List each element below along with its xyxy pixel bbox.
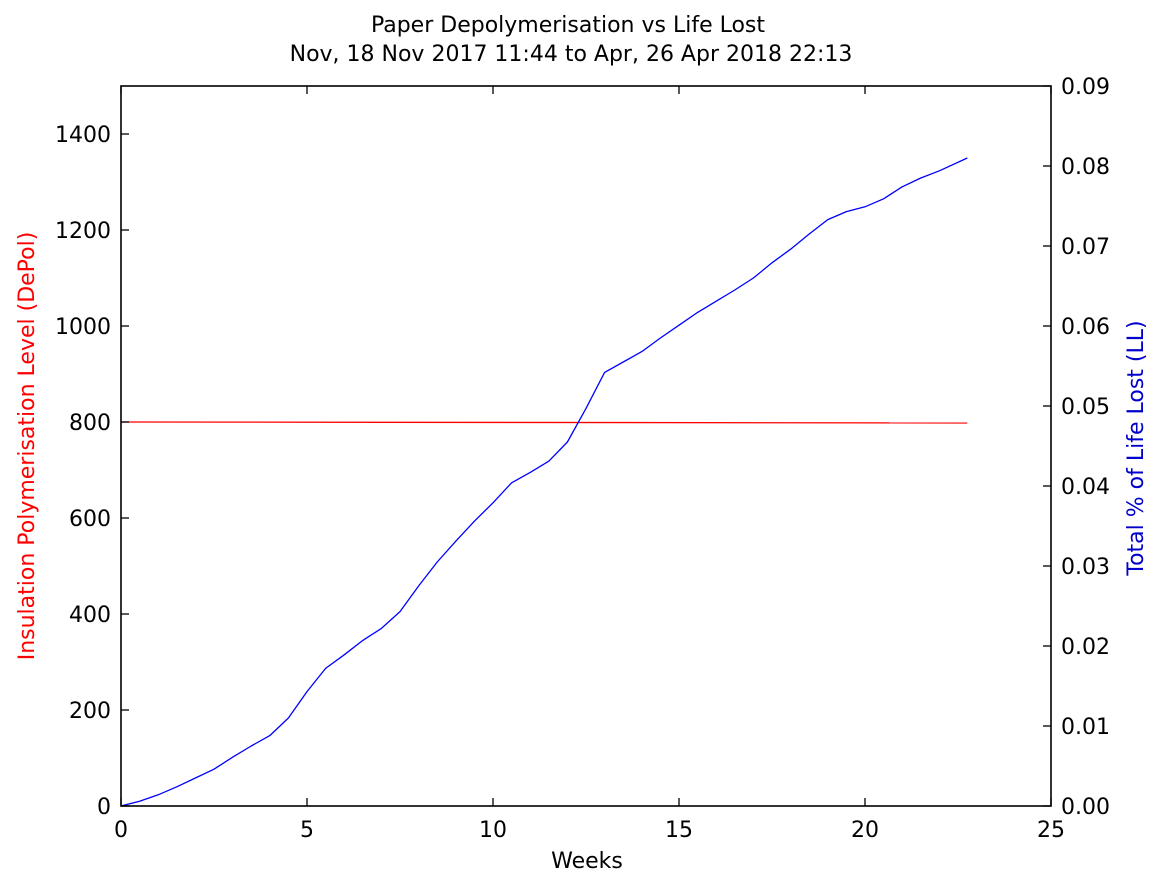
left-y-tick-label: 200 — [69, 699, 111, 724]
right-y-tick-label: 0.03 — [1061, 555, 1110, 580]
right-y-tick-label: 0.09 — [1061, 75, 1110, 100]
x-tick-label: 10 — [479, 818, 507, 843]
right-y-tick-label: 0.00 — [1061, 795, 1110, 820]
left-y-tick-label: 1400 — [55, 123, 111, 148]
x-tick-label: 25 — [1037, 818, 1065, 843]
left-y-tick-label: 0 — [97, 795, 111, 820]
life-lost-series-line — [120, 157, 968, 807]
depol-series-line — [120, 421, 968, 424]
x-axis-label: Weeks — [551, 849, 623, 874]
right-y-tick-label: 0.06 — [1061, 315, 1110, 340]
left-y-axis-label: Insulation Polymerisation Level (DePol) — [15, 232, 40, 661]
x-tick-label: 15 — [665, 818, 693, 843]
right-y-tick-label: 0.05 — [1061, 395, 1110, 420]
x-tick-label: 0 — [114, 818, 128, 843]
x-tick-label: 5 — [300, 818, 314, 843]
right-y-tick-label: 0.02 — [1061, 635, 1110, 660]
x-tick-label: 20 — [851, 818, 879, 843]
right-y-tick-label: 0.01 — [1061, 715, 1110, 740]
chart-subtitle: Nov, 18 Nov 2017 11:44 to Apr, 26 Apr 20… — [290, 42, 853, 67]
right-y-axis-label: Total % of Life Lost (LL) — [1124, 320, 1149, 576]
right-y-tick-label: 0.08 — [1061, 155, 1110, 180]
right-y-tick-label: 0.07 — [1061, 235, 1110, 260]
left-y-tick-label: 1000 — [55, 315, 111, 340]
plot-area — [120, 157, 968, 807]
left-y-tick-label: 400 — [69, 603, 111, 628]
right-y-tick-label: 0.04 — [1061, 475, 1110, 500]
chart-title: Paper Depolymerisation vs Life Lost — [371, 13, 765, 38]
left-y-tick-label: 800 — [69, 411, 111, 436]
plot-frame — [120, 85, 1052, 807]
left-y-tick-label: 1200 — [55, 219, 111, 244]
left-y-tick-label: 600 — [69, 507, 111, 532]
axes: 0 5 10 15 20 25 0 200 400 600 800 1000 1200 1400 0.00 0… — [55, 75, 1110, 843]
